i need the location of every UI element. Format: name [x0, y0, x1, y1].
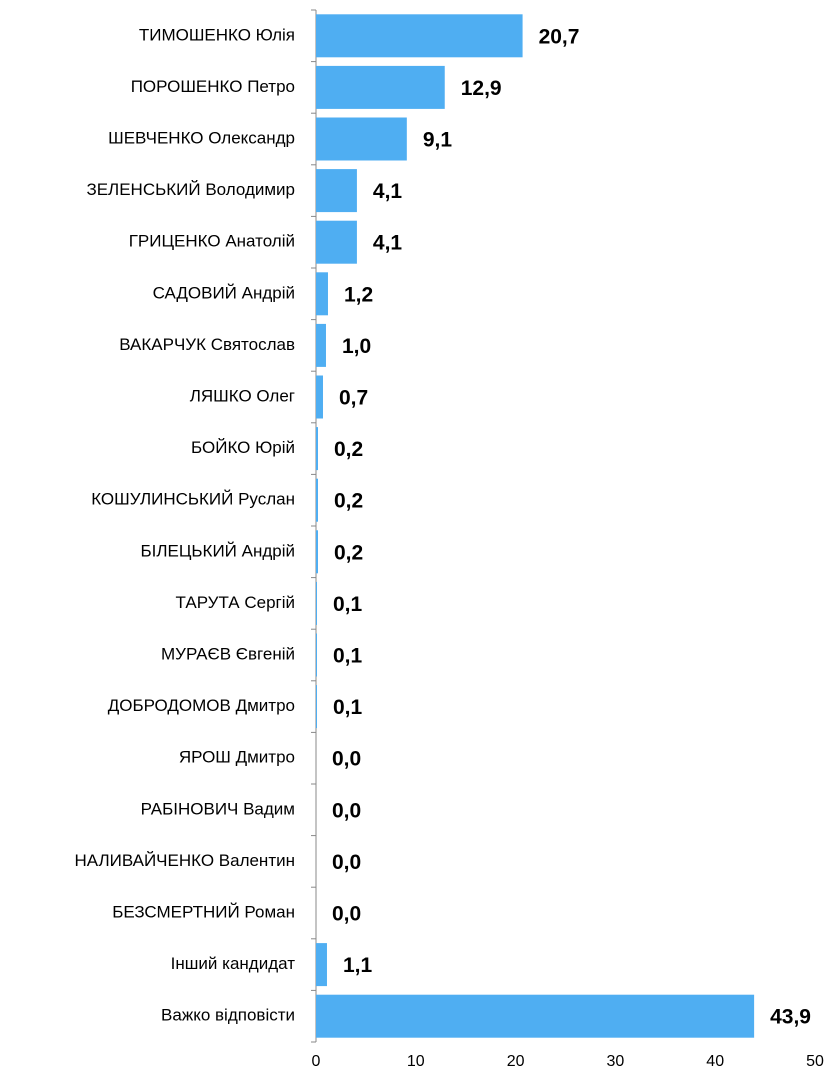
- value-label: 20,7: [539, 25, 580, 48]
- category-label: ЗЕЛЕНСЬКИЙ Володимир: [86, 180, 295, 199]
- bar: [316, 633, 317, 677]
- x-tick-label: 10: [407, 1053, 425, 1070]
- value-label: 0,1: [333, 645, 363, 668]
- category-label: КОШУЛИНСЬКИЙ Руслан: [91, 490, 295, 509]
- category-label: РАБІНОВИЧ Вадим: [141, 799, 295, 818]
- bar: [316, 14, 523, 58]
- value-label: 4,1: [373, 180, 403, 203]
- category-label: ВАКАРЧУК Святослав: [119, 335, 295, 354]
- value-label: 0,2: [334, 541, 363, 564]
- bar: [316, 943, 327, 987]
- value-label: 0,1: [333, 593, 363, 616]
- value-label: 0,0: [332, 903, 361, 926]
- category-label: ШЕВЧЕНКО Олександр: [108, 128, 295, 147]
- category-label: САДОВИЙ Андрій: [153, 283, 295, 302]
- category-label: МУРАЄВ Євгеній: [161, 644, 295, 663]
- category-label: Інший кандидат: [171, 954, 296, 973]
- category-label: БЕЗСМЕРТНИЙ Роман: [112, 902, 295, 921]
- value-label: 0,0: [332, 851, 361, 874]
- bar: [316, 994, 755, 1038]
- value-label: 0,1: [333, 696, 363, 719]
- category-label: ЯРОШ Дмитро: [179, 748, 295, 767]
- bar: [316, 530, 318, 574]
- value-label: 0,7: [339, 387, 368, 410]
- bar: [316, 117, 407, 161]
- value-label: 12,9: [461, 77, 502, 100]
- category-label: Важко відповісти: [161, 1006, 295, 1025]
- bar: [316, 220, 357, 264]
- bar: [316, 375, 323, 419]
- x-tick-label: 40: [706, 1053, 724, 1070]
- bar: [316, 65, 445, 109]
- x-tick-label: 30: [607, 1053, 625, 1070]
- category-label: ГРИЦЕНКО Анатолій: [129, 232, 295, 251]
- category-label: БІЛЕЦЬКИЙ Андрій: [140, 541, 295, 560]
- category-label: НАЛИВАЙЧЕНКО Валентин: [74, 851, 295, 870]
- category-label: ТИМОШЕНКО Юлія: [139, 25, 295, 44]
- bar: [316, 427, 318, 471]
- value-label: 9,1: [423, 129, 453, 152]
- bar: [316, 272, 328, 316]
- category-label: ПОРОШЕНКО Петро: [131, 77, 295, 96]
- value-label: 1,2: [344, 283, 373, 306]
- value-label: 1,1: [343, 954, 373, 977]
- bar: [316, 323, 326, 367]
- value-label: 0,2: [334, 438, 363, 461]
- category-label: БОЙКО Юрій: [191, 438, 295, 457]
- x-tick-label: 50: [806, 1053, 824, 1070]
- category-label: ДОБРОДОМОВ Дмитро: [108, 696, 295, 715]
- category-label: ЛЯШКО Олег: [190, 386, 295, 405]
- bar: [316, 685, 317, 729]
- bar: [316, 169, 357, 213]
- value-label: 0,2: [334, 490, 363, 513]
- x-tick-label: 0: [312, 1053, 321, 1070]
- value-label: 1,0: [342, 335, 371, 358]
- value-label: 0,0: [332, 748, 361, 771]
- bar: [316, 478, 318, 522]
- x-tick-label: 20: [507, 1053, 525, 1070]
- value-label: 4,1: [373, 232, 403, 255]
- category-label: ТАРУТА Сергій: [176, 593, 295, 612]
- value-label: 43,9: [770, 1006, 811, 1029]
- value-label: 0,0: [332, 799, 361, 822]
- bar: [316, 581, 317, 625]
